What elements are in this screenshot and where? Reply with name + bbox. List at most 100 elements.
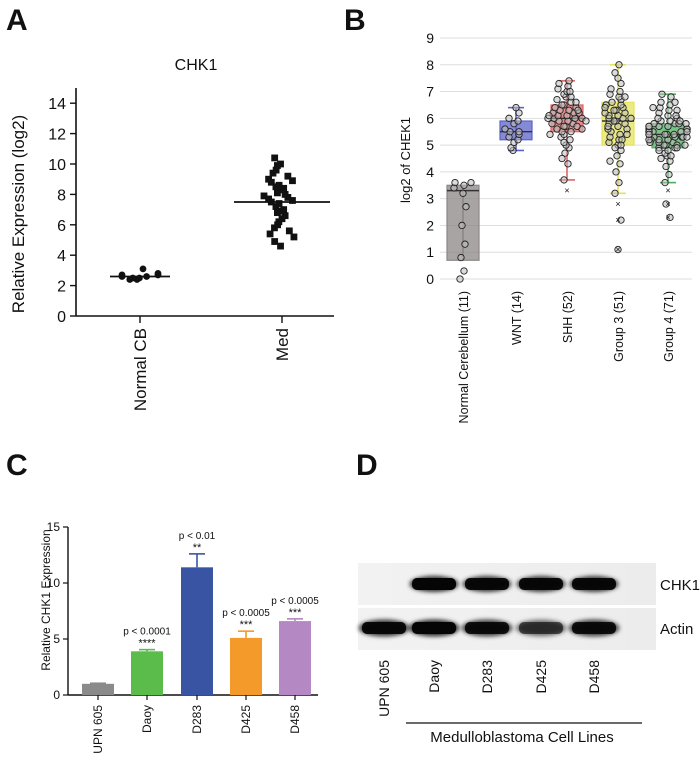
- panel-d-western-blot: CHK1 Actin UPN 605 Daoy D283 D425 D458 Medul…: [358, 563, 700, 746]
- panel-a-point-med: [285, 227, 293, 235]
- panel-b-point: [683, 128, 691, 136]
- panel-b-point: [572, 98, 580, 106]
- panel-b-ytick-label: 2: [426, 217, 434, 233]
- panel-b-point: [613, 152, 621, 160]
- panel-b-point: [671, 98, 679, 106]
- panel-b-point: [566, 136, 574, 144]
- panel-b-point: [666, 213, 674, 222]
- panel-b-point: [553, 95, 561, 104]
- panel-a-point-normal-cb: [139, 265, 147, 273]
- panel-letter-b: B: [344, 4, 366, 37]
- panel-b-point: [456, 275, 464, 283]
- panel-b-point: [658, 90, 666, 98]
- panel-c-pvalue-label: p < 0.0001: [123, 627, 171, 638]
- panel-b-point: [512, 103, 520, 112]
- panel-b-point: [601, 103, 609, 112]
- panel-b-ytick-label: 7: [426, 84, 434, 100]
- panel-b-point: [582, 117, 590, 125]
- panel-a-ytick-label: 6: [57, 218, 66, 235]
- panel-b-point: [555, 79, 563, 88]
- panel-b-point: [565, 106, 573, 114]
- panel-b-point: [611, 69, 619, 77]
- panel-a-point-med: [272, 203, 280, 210]
- panel-b-point: [606, 157, 614, 165]
- panel-c-bar: Relative CHK1 Expression 0 5 10 15 UPN 605 Da…: [39, 520, 319, 754]
- panel-b-point: [614, 74, 622, 82]
- panel-a-ytick-label: 12: [48, 127, 66, 144]
- panel-a-point-med: [277, 242, 284, 250]
- panel-a-point-normal-cb: [154, 270, 162, 277]
- panel-b-ytick-label: 5: [426, 137, 434, 153]
- panel-b-point: [617, 216, 625, 224]
- panel-b-outlier-mark: ×: [564, 186, 569, 196]
- panel-b-point: [667, 152, 675, 160]
- panel-b-point: [657, 98, 665, 106]
- panel-c-xtick-label: D425: [239, 705, 253, 734]
- blot-band-actin-core: [519, 622, 563, 634]
- panel-a-ytick-label: 0: [57, 309, 66, 326]
- panel-b-point: [645, 130, 653, 139]
- panel-b-point: [505, 114, 513, 122]
- panel-a-point-med: [271, 154, 279, 162]
- blot-band-actin-core: [572, 622, 616, 634]
- panel-b-point: [604, 122, 612, 131]
- blot-band-chk1-core: [465, 578, 509, 590]
- panel-b-point: [623, 130, 631, 139]
- panel-b-point: [616, 87, 624, 96]
- panel-b-point: [662, 162, 670, 171]
- panel-b-point: [614, 245, 622, 254]
- panel-b-ytick-label: 0: [426, 271, 434, 287]
- panel-a-point-med: [284, 172, 292, 180]
- blot-bands: [359, 576, 619, 636]
- panel-c-significance-stars: ****: [138, 638, 156, 650]
- panel-b-outlier-mark: ×: [665, 186, 670, 196]
- blot-band-chk1-core: [572, 578, 616, 590]
- panel-b-point: [621, 93, 629, 101]
- panel-b-point: [567, 128, 575, 136]
- panel-b-point: [501, 125, 509, 133]
- panel-a-point-med: [260, 192, 268, 200]
- panel-b-point: [515, 109, 523, 117]
- panel-b-point: [553, 125, 561, 133]
- panel-c-bar: [181, 567, 213, 695]
- panel-b-point: [560, 138, 568, 147]
- panel-letter-d: D: [356, 449, 378, 482]
- panel-a-xtick-label: Med: [273, 328, 292, 361]
- blot-lane-label: UPN 605: [376, 660, 392, 717]
- panel-b-xtick-label: Normal Cerebellum (11): [457, 291, 471, 423]
- panel-b-point: [661, 130, 669, 139]
- panel-b-point: [459, 189, 467, 197]
- panel-b-point: [560, 176, 568, 184]
- panel-c-ytick-label: 10: [47, 576, 61, 590]
- panel-a-ytick-label: 10: [48, 157, 66, 174]
- panel-a-point-med: [274, 162, 281, 169]
- panel-b-point: [565, 77, 573, 85]
- panel-b-point: [673, 144, 681, 152]
- panel-a-point-med: [289, 197, 296, 204]
- panel-a-xtick-label: Normal CB: [131, 328, 150, 411]
- panel-b-point: [564, 160, 572, 168]
- blot-band-chk1-core: [519, 578, 563, 590]
- panel-b-point: [657, 154, 665, 163]
- panel-b-point: [558, 154, 566, 163]
- panel-b-point: [667, 93, 675, 101]
- panel-c-ytick-label: 0: [53, 688, 60, 702]
- blot-band-actin-core: [412, 622, 456, 634]
- panel-c-bar: [131, 651, 163, 695]
- panel-b-point: [655, 146, 663, 155]
- panel-c-pvalue-label: p < 0.0005: [222, 608, 270, 619]
- panel-b-ytick-label: 8: [426, 57, 434, 73]
- panel-a-ylabel: Relative Expression (log2): [9, 115, 28, 313]
- panel-letter-a: A: [6, 4, 28, 37]
- panel-c-ylabel: Relative CHK1 Expression: [39, 529, 53, 670]
- panel-b-point: [574, 106, 582, 114]
- panel-b-point: [612, 168, 620, 176]
- panel-b-point: [681, 141, 689, 149]
- blot-band-actin-core: [465, 622, 509, 634]
- panel-letter-c: C: [6, 449, 28, 482]
- panel-c-xtick-label: UPN 605: [91, 705, 105, 754]
- panel-a-point-med: [271, 238, 279, 245]
- panel-b-point: [566, 87, 574, 96]
- panel-b-ytick-label: 6: [426, 110, 434, 126]
